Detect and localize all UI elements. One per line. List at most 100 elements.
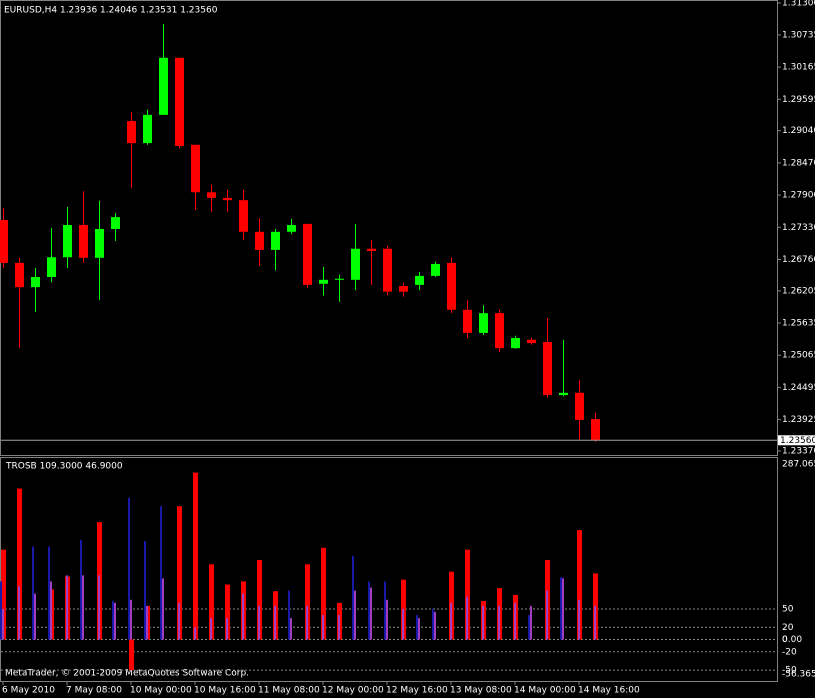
x-tick-label: 12 May 00:00 [322,686,384,696]
candle-body [575,392,584,420]
histogram-bar [34,593,36,640]
histogram-bar [146,605,148,640]
histogram-bar [546,590,548,640]
y-tick-label: -20 [782,647,797,657]
histogram-bar [370,587,372,640]
y-tick-label: 1.29595 [782,95,815,105]
candle-body [351,248,360,280]
candle-body [463,309,472,333]
candle-body [127,121,136,144]
current-price-box [778,435,815,446]
histogram-bar [32,546,34,640]
histogram-bar [2,608,4,640]
histogram-bar [129,639,134,671]
x-tick-label: 14 May 00:00 [514,686,576,696]
histogram-bar [130,599,132,640]
histogram-bar [66,575,68,640]
histogram-bar [321,547,326,640]
y-tick-label: 1.30165 [782,63,815,73]
x-tick-label: 14 May 16:00 [578,686,640,696]
histogram-bar [432,608,434,640]
histogram-bar [1,549,6,640]
candle-body [319,279,328,284]
x-tick-label: 7 May 08:00 [66,686,122,696]
x-tick-label: 10 May 00:00 [130,686,192,696]
histogram-bar [450,602,452,640]
histogram-bar [177,506,182,640]
y-tick-label: 1.26205 [782,286,815,296]
y-tick-label: 1.31300 [782,0,815,9]
candle-body [31,276,40,288]
candle-body [511,338,520,349]
histogram-bar [98,575,100,640]
current-price-label: 1.23560 [780,436,815,446]
histogram-bar [386,599,388,640]
histogram-bar [466,596,468,640]
candle-body [111,217,120,229]
candle-body [303,223,312,285]
histogram-bar [50,581,52,640]
histogram-bar [82,575,84,640]
histogram-bar [322,615,324,640]
histogram-bar [18,586,20,640]
x-tick-label: 12 May 16:00 [386,686,448,696]
histogram-bar [0,581,2,640]
histogram-bar [482,605,484,640]
y-tick-label: 50 [782,604,794,614]
histogram-bar [514,602,516,640]
histogram-bar [528,615,530,640]
histogram-bar [416,615,418,640]
candle-body [175,57,184,146]
candle-body [95,228,104,258]
candle-body [239,200,248,232]
histogram-bar [80,539,82,640]
candle-body [287,225,296,232]
histogram-bar [352,555,354,640]
y-tick-label: 1.23370 [782,447,815,457]
histogram-bar [562,578,564,640]
candle-body [207,192,216,198]
chart-title: EURUSD,H4 1.23936 1.24046 1.23531 1.2356… [4,6,218,16]
y-tick-label: 0.00 [782,635,802,645]
indicator-title: TROSB 109.3000 46.9000 [5,462,123,472]
x-tick-label: 6 May 2010 [2,686,55,696]
histogram-bar [594,605,596,640]
candle-body [383,248,392,292]
candle-body [47,257,56,277]
candle-body [447,262,456,310]
y-tick-label: 20 [782,623,794,633]
histogram-bar [305,564,310,640]
histogram-bar [258,605,260,640]
candle-body [271,231,280,250]
histogram-bar [194,627,196,640]
candle-body [223,197,232,201]
candle-body [255,231,264,250]
histogram-bar [577,530,582,640]
histogram-bar [354,590,356,640]
candle-body [479,313,488,333]
histogram-bar [210,618,212,640]
y-tick-label: -50 [782,666,797,676]
candle-body [527,339,536,344]
histogram-bar [418,618,420,640]
candle-body [143,114,152,144]
histogram-bar [465,549,470,640]
histogram-bar [226,618,228,640]
histogram-bar [209,564,214,640]
candle-body [591,419,600,441]
candle-body [0,219,8,263]
histogram-bar [144,541,146,640]
candle-body [495,313,504,349]
x-tick-label: 11 May 08:00 [258,686,320,696]
x-tick-label: 10 May 16:00 [194,686,256,696]
candle-body [543,341,552,396]
candle-body [415,275,424,285]
y-tick-label: 1.23925 [782,415,815,425]
y-tick-label: 1.25635 [782,319,815,329]
histogram-bar [48,546,50,640]
histogram-bar [498,605,500,640]
y-tick-label: 1.29040 [782,126,815,136]
candle-body [79,225,88,258]
histogram-bar [338,615,340,640]
